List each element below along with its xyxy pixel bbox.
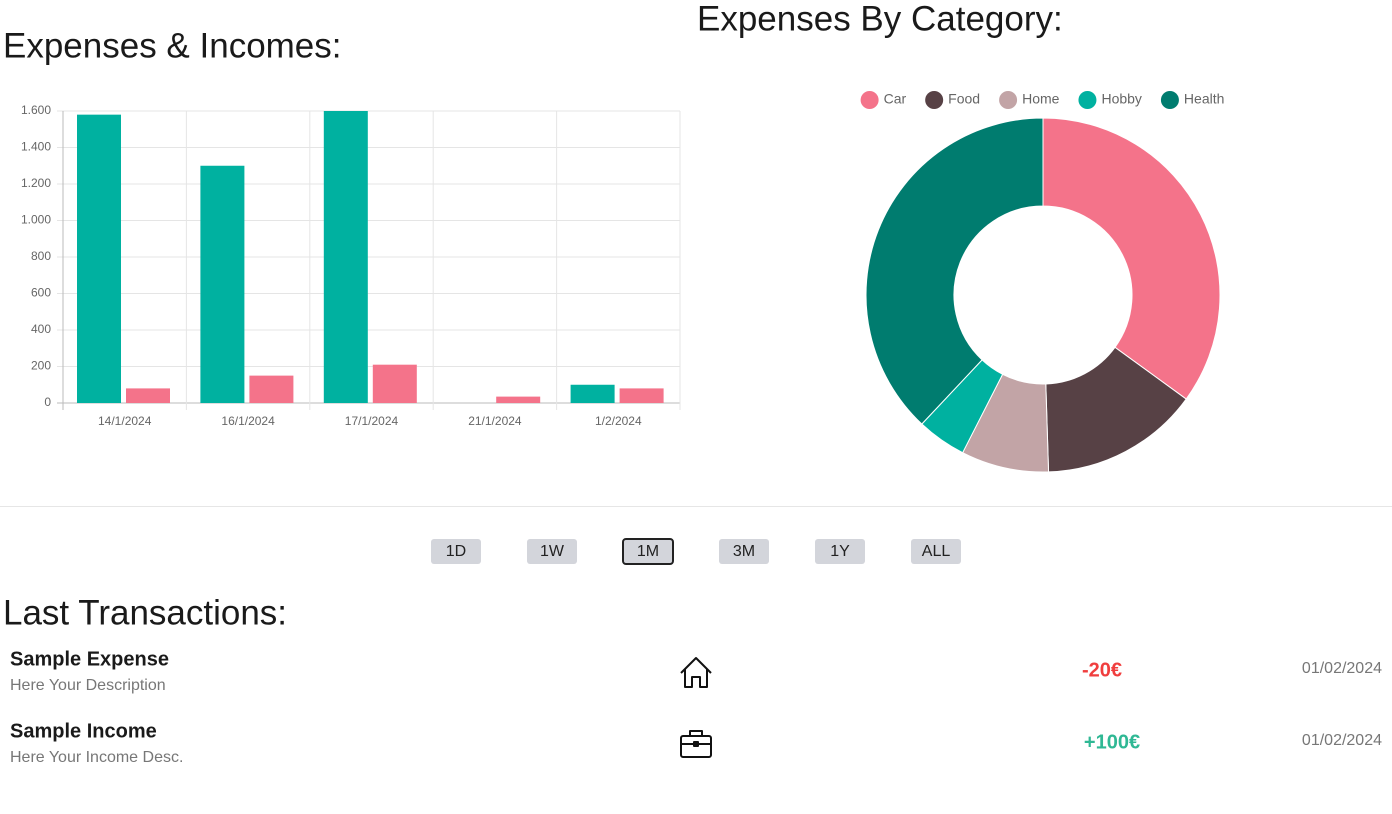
transactions-title: Last Transactions: <box>3 593 287 632</box>
legend-swatch <box>860 91 879 109</box>
button-label: 1Y <box>830 543 850 560</box>
bar <box>200 165 245 403</box>
bar <box>570 384 615 403</box>
legend-label: Home <box>1022 91 1060 107</box>
button-background <box>431 539 481 564</box>
button-background <box>527 539 577 564</box>
legend-swatch <box>1078 91 1097 109</box>
bar <box>323 111 368 403</box>
transaction-amount: +100€ <box>1084 731 1140 753</box>
y-tick-label: 800 <box>31 249 51 263</box>
bar <box>496 396 541 403</box>
timeframe-button[interactable]: 3M <box>719 539 769 564</box>
timeframe-buttons: 1D 1W 1M 3M 1Y ALL <box>431 538 961 565</box>
legend-label: Food <box>948 91 980 107</box>
bar-chart-title: Expenses & Incomes: <box>3 26 342 65</box>
pie-chart-title: Expenses By Category: <box>697 0 1063 38</box>
transaction-amount: -20€ <box>1082 659 1122 681</box>
y-tick-label: 200 <box>31 359 51 373</box>
x-tick-label: 21/1/2024 <box>468 414 522 428</box>
y-tick-label: 1.200 <box>21 176 51 190</box>
doughnut-slice <box>865 117 1044 425</box>
button-background <box>622 538 674 565</box>
legend-swatch <box>999 91 1018 109</box>
bar <box>249 375 294 403</box>
button-label: 1W <box>540 543 565 560</box>
button-label: ALL <box>922 543 951 560</box>
button-background <box>815 539 865 564</box>
bar <box>619 388 664 403</box>
home-icon <box>680 657 712 688</box>
bar <box>77 114 121 404</box>
x-tick-label: 14/1/2024 <box>98 414 152 428</box>
transaction-date: 01/02/2024 <box>1302 732 1382 749</box>
timeframe-button[interactable]: 1Y <box>815 539 865 564</box>
legend-label: Hobby <box>1101 91 1141 107</box>
transaction-name: Sample Income <box>10 720 157 742</box>
y-tick-label: 1.400 <box>21 140 51 154</box>
button-label: 1D <box>446 543 466 560</box>
button-label: 3M <box>733 543 755 560</box>
legend-swatch <box>1160 91 1179 109</box>
timeframe-button[interactable]: 1W <box>527 539 577 564</box>
button-background <box>719 539 769 564</box>
legend: Car Food Home Hobby Health <box>860 91 1224 109</box>
x-tick-label: 16/1/2024 <box>221 414 275 428</box>
doughnut-slice <box>1042 117 1221 400</box>
y-tick-label: 600 <box>31 286 51 300</box>
legend-swatch <box>925 91 944 109</box>
legend-label: Car <box>884 91 907 107</box>
transaction-date: 01/02/2024 <box>1302 660 1382 677</box>
y-tick-label: 1.000 <box>21 213 51 227</box>
y-tick-label: 0 <box>44 395 51 409</box>
timeframe-button[interactable]: ALL <box>911 539 961 564</box>
transaction-row[interactable]: Sample Expense Here Your Description -20… <box>10 648 1382 694</box>
transaction-description: Here Your Description <box>10 677 166 694</box>
y-tick-label: 1.600 <box>21 103 51 117</box>
transaction-row[interactable]: Sample Income Here Your Income Desc. +10… <box>10 720 1382 766</box>
timeframe-button[interactable]: 1D <box>431 539 481 564</box>
transaction-name: Sample Expense <box>10 648 169 670</box>
y-tick-label: 400 <box>31 322 51 336</box>
button-background <box>911 539 961 564</box>
x-tick-label: 1/2/2024 <box>595 414 642 428</box>
bar <box>372 364 417 403</box>
timeframe-button[interactable]: 1M <box>622 538 674 565</box>
briefcase-icon <box>680 730 712 758</box>
transaction-description: Here Your Income Desc. <box>10 749 183 766</box>
legend-label: Health <box>1184 91 1224 107</box>
button-label: 1M <box>637 543 659 560</box>
bar <box>126 388 170 403</box>
x-tick-label: 17/1/2024 <box>345 414 399 428</box>
